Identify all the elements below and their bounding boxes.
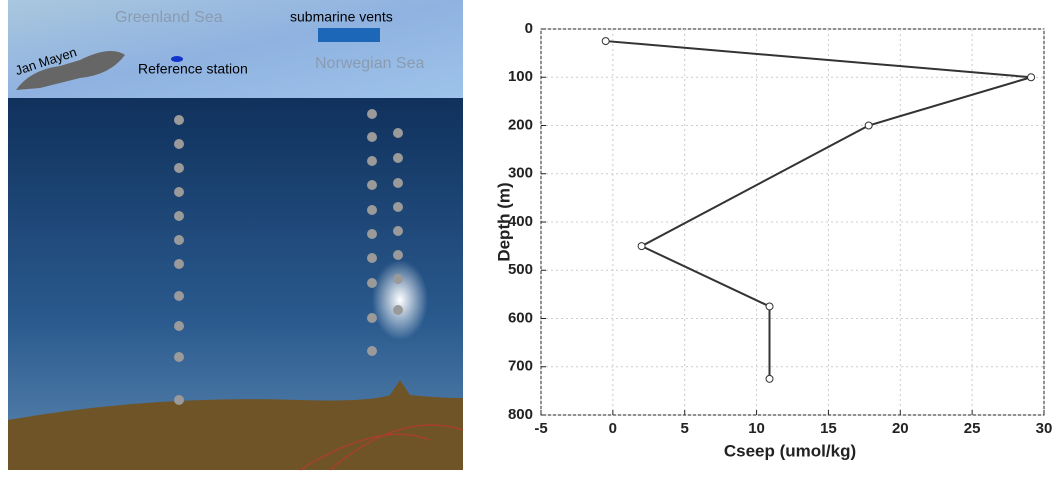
sample-dot: [174, 187, 184, 197]
sample-dot: [393, 178, 403, 188]
sample-dot: [174, 259, 184, 269]
vents-marker: [318, 28, 380, 42]
data-point: [765, 374, 774, 383]
sample-dot: [174, 211, 184, 221]
sample-dot: [393, 250, 403, 260]
data-point: [1027, 73, 1036, 82]
sample-dot: [393, 202, 403, 212]
island: [16, 51, 125, 90]
y-tick-label: 300: [508, 165, 533, 182]
x-tick-label: -5: [534, 420, 547, 437]
sample-dot: [367, 313, 377, 323]
sample-dot: [367, 156, 377, 166]
sample-dot: [367, 346, 377, 356]
sample-dot: [367, 132, 377, 142]
sample-dot: [367, 229, 377, 239]
sample-dot: [174, 115, 184, 125]
y-tick-label: 100: [508, 68, 533, 85]
sample-dot: [367, 205, 377, 215]
y-tick-label: 800: [508, 406, 533, 423]
sample-dot: [174, 291, 184, 301]
map-label: submarine vents: [290, 9, 393, 25]
station-marker: [171, 56, 183, 62]
map: [8, 0, 463, 98]
data-point: [765, 302, 774, 311]
sampling-dots: [174, 109, 403, 405]
data-point: [601, 37, 610, 46]
sample-dot: [393, 153, 403, 163]
sample-dot: [174, 235, 184, 245]
sample-dot: [393, 274, 403, 284]
sample-dot: [393, 128, 403, 138]
sample-dot: [174, 395, 184, 405]
y-tick-label: 500: [508, 261, 533, 278]
plume: [372, 260, 428, 340]
data-line: [605, 40, 1032, 379]
map-label: Norwegian Sea: [315, 55, 425, 72]
sample-dot: [367, 253, 377, 263]
x-tick-label: 30: [1036, 420, 1053, 437]
data-point: [637, 242, 646, 251]
seafloor: [8, 380, 463, 470]
x-tick-label: 10: [748, 420, 765, 437]
y-tick-label: 0: [525, 20, 533, 37]
x-tick-label: 25: [964, 420, 981, 437]
sample-dot: [367, 278, 377, 288]
sample-dot: [393, 226, 403, 236]
sample-dot: [393, 305, 403, 315]
map-label: Greenland Sea: [115, 9, 223, 26]
y-axis-label: Depth (m): [494, 182, 513, 261]
data-point: [864, 121, 873, 130]
vent-lines: [299, 424, 464, 471]
y-tick-label: 200: [508, 116, 533, 133]
illustration: Greenland Sea submarine vents Jan Mayen …: [8, 0, 464, 471]
chart: Cseep (umol/kg) Depth (m) 01002003004005…: [494, 20, 1052, 461]
y-tick-label: 400: [508, 213, 533, 230]
sample-dot: [367, 180, 377, 190]
x-tick-label: 15: [820, 420, 837, 437]
y-tick-label: 700: [508, 358, 533, 375]
map-label: Reference station: [138, 61, 248, 77]
x-tick-label: 20: [892, 420, 909, 437]
sample-dot: [174, 352, 184, 362]
x-tick-label: 0: [609, 420, 617, 437]
sample-dot: [174, 163, 184, 173]
sample-dot: [174, 321, 184, 331]
y-tick-label: 600: [508, 309, 533, 326]
sample-dot: [174, 139, 184, 149]
x-axis-label: Cseep (umol/kg): [724, 441, 856, 460]
sample-dot: [367, 109, 377, 119]
x-tick-label: 5: [681, 420, 689, 437]
